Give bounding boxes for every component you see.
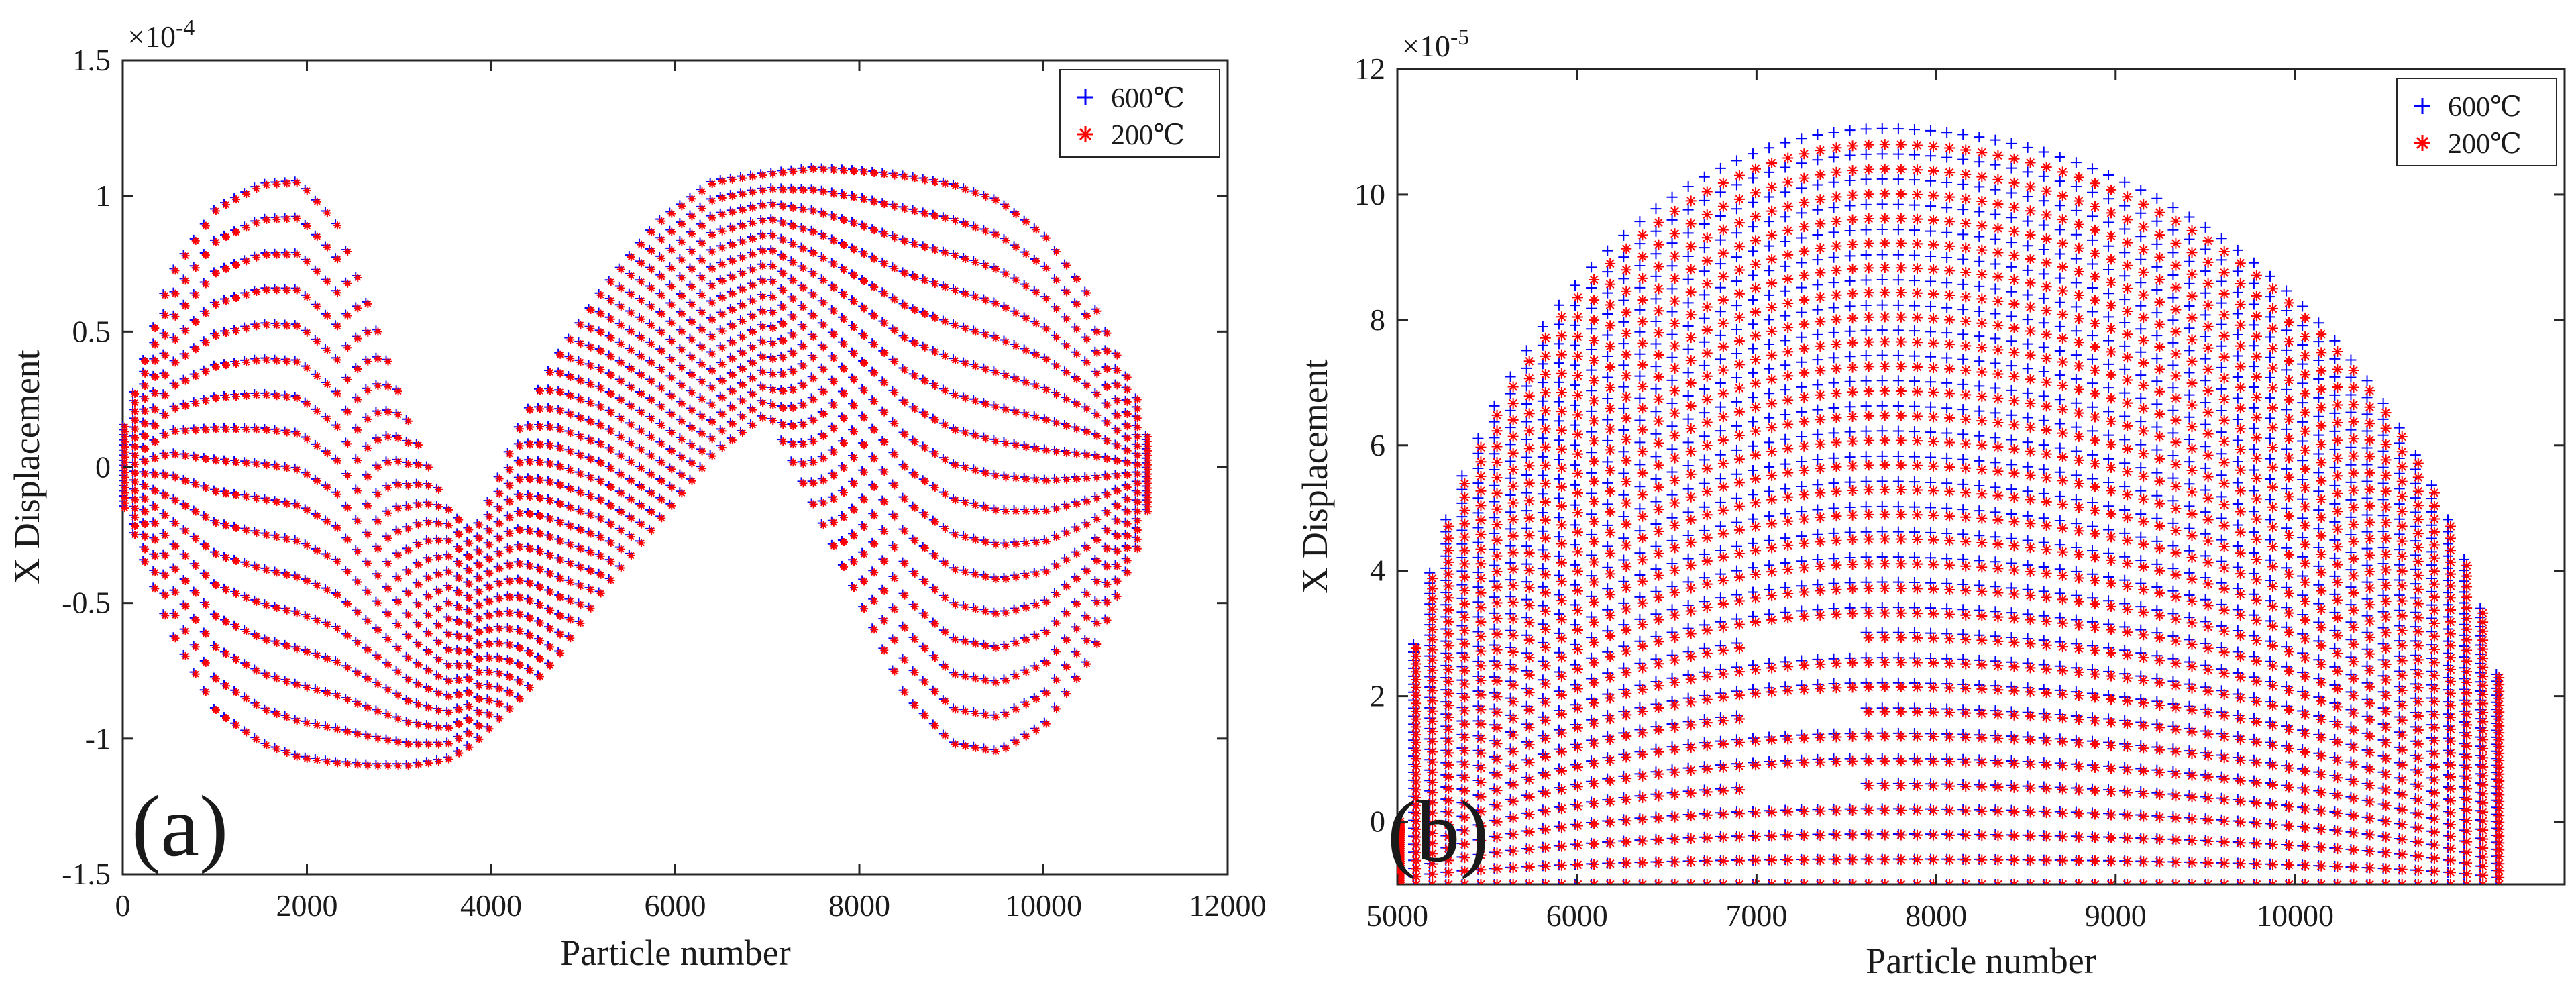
panel-a-y-tick-label: -1.5: [62, 857, 111, 891]
panel-b-y-tick-label: 2: [1370, 679, 1385, 713]
panel-b-x-tick-label: 10000: [2257, 898, 2334, 933]
panel-b-chart: 5000 6000 7000 8000 9000 10000 0 2 4 6 8 10 12 ×10-5…: [1295, 25, 2566, 981]
panel-b-legend-600: 600℃: [2448, 92, 2522, 123]
panel-b-axes: 5000 6000 7000 8000 9000 10000 0 2 4 6 8 10 12: [1354, 52, 2565, 933]
panel-b-x-tick-label: 7000: [1725, 898, 1787, 933]
panel-a-legend-200: 200℃: [1111, 120, 1185, 151]
panel-a-y-exponent: ×10-4: [127, 15, 195, 54]
panel-b-y-tick-label: 8: [1370, 303, 1385, 337]
panel-b-y-tick-label: 6: [1370, 428, 1385, 462]
panel-b-series-200: [1397, 139, 2505, 884]
panel-a-y-tick-label: -0.5: [62, 586, 111, 620]
panel-a-y-tick-label: 0: [95, 450, 111, 484]
panel-b-x-tick-label: 8000: [1905, 898, 1967, 933]
panel-b-y-exponent: ×10-5: [1402, 25, 1469, 63]
panel-a-x-tick-label: 8000: [828, 888, 890, 923]
panel-a-plot-frame: [121, 59, 1229, 876]
panel-a-x-tick-label: 0: [115, 888, 131, 923]
panel-b-y-axis-label: X Displacement: [1295, 359, 1335, 593]
legend-marker-plus-icon: [1077, 89, 1093, 105]
panel-a-y-tick-label: 1: [95, 178, 111, 213]
panel-a-axes: 0 2000 4000 6000 8000 10000 12000 -1.5 -1 -0.5 0 0.…: [62, 43, 1266, 923]
panel-b-data-points: [1397, 123, 2505, 884]
panel-a-x-tick-label: 4000: [460, 888, 522, 923]
panel-b-legend-box: [2396, 78, 2557, 166]
panel-a-series-200: [121, 165, 1152, 770]
panel-b-y-tick-label: 10: [1354, 177, 1385, 211]
panel-b-y-tick-label: 0: [1370, 804, 1385, 839]
panel-b-x-tick-label: 9000: [2085, 898, 2147, 933]
legend-marker-plus-icon: [2414, 98, 2430, 114]
panel-b-x-tick-label: 6000: [1546, 898, 1608, 933]
panel-a-x-axis-label: Particle number: [560, 933, 790, 973]
panel-a-y-tick-label: 1.5: [72, 43, 111, 77]
panel-b-panel-tag: (b): [1387, 784, 1489, 880]
panel-b-y-tick-label: 12: [1354, 52, 1385, 86]
panel-a-y-tick-label: -1: [85, 721, 111, 755]
panel-a-x-tick-label: 10000: [1005, 888, 1082, 923]
legend-marker-star-icon: [1077, 126, 1093, 142]
panel-a-legend-box: [1059, 69, 1220, 158]
panel-a-legend-600: 600℃: [1111, 83, 1185, 114]
panel-a-y-tick-label: 0.5: [72, 314, 111, 348]
legend-marker-star-icon: [2414, 135, 2430, 151]
panel-b-x-axis-label: Particle number: [1866, 941, 2096, 981]
panel-a-legend: 600℃ 200℃: [1059, 69, 1220, 158]
panel-a-x-tick-label: 12000: [1189, 888, 1267, 923]
panel-b-x-tick-label: 5000: [1366, 898, 1428, 933]
panel-b-legend: 600℃ 200℃: [2396, 78, 2557, 166]
panel-a-y-axis-label: X Displacement: [7, 350, 47, 584]
panel-b-legend-200: 200℃: [2448, 129, 2522, 160]
panel-a-data-points: [119, 163, 1152, 770]
panel-a-x-tick-label: 6000: [645, 888, 706, 923]
panel-a-panel-tag: (a): [131, 778, 228, 875]
panel-b-y-tick-label: 4: [1370, 554, 1385, 588]
panel-a-x-tick-label: 2000: [276, 888, 338, 923]
panel-a-chart: 0 2000 4000 6000 8000 10000 12000 -1.5 -1 -0.5 0 0.…: [7, 15, 1267, 973]
